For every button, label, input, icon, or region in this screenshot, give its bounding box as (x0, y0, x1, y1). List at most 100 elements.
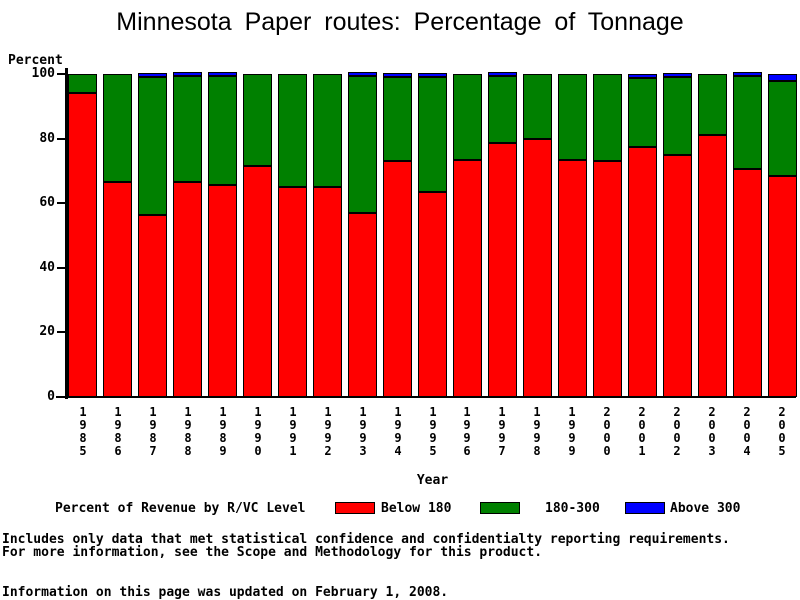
bar-segment-1997-below-180 (488, 143, 517, 397)
bar-segment-1993-above-300 (348, 72, 377, 76)
y-tick-mark (57, 331, 66, 333)
x-tick-label-1993: 1 9 9 3 (359, 405, 367, 458)
bar-segment-1987-above-300 (138, 73, 167, 77)
legend-swatch-180-300 (480, 502, 520, 514)
x-tick-label-2004: 2 0 0 4 (743, 405, 751, 458)
bar-segment-1992-180-300 (313, 74, 342, 187)
y-tick-label: 20 (39, 324, 55, 339)
bar-segment-2004-180-300 (733, 76, 762, 169)
bar-segment-1985-180-300 (68, 74, 97, 93)
bar-segment-1991-180-300 (278, 74, 307, 187)
x-tick-label-2005: 2 0 0 5 (778, 405, 786, 458)
legend-swatch-above-300 (625, 502, 665, 514)
y-tick-mark (57, 138, 66, 140)
bar-segment-2005-180-300 (768, 81, 797, 176)
x-tick-label-1990: 1 9 9 0 (254, 405, 262, 458)
bar-segment-1989-above-300 (208, 72, 237, 76)
chart-title: Minnesota Paper routes: Percentage of To… (116, 8, 684, 36)
bar-segment-2001-180-300 (628, 78, 657, 147)
y-axis-title: Percent (8, 53, 63, 68)
bar-segment-1997-180-300 (488, 76, 517, 143)
bar-segment-2005-above-300 (768, 74, 797, 81)
bar-segment-1990-180-300 (243, 74, 272, 166)
legend-title: Percent of Revenue by R/VC Level (55, 501, 306, 516)
y-tick-label: 60 (39, 195, 55, 210)
bar-segment-1991-below-180 (278, 187, 307, 397)
x-axis-title: Year (416, 473, 449, 488)
bar-segment-1995-below-180 (418, 192, 447, 397)
bar-segment-2004-above-300 (733, 72, 762, 76)
bar-segment-1985-below-180 (68, 93, 97, 397)
bar-segment-1993-180-300 (348, 76, 377, 213)
x-tick-label-1998: 1 9 9 8 (533, 405, 541, 458)
x-axis-line (56, 396, 796, 398)
x-tick-label-2000: 2 0 0 0 (603, 405, 611, 458)
x-tick-label-1994: 1 9 9 4 (394, 405, 402, 458)
legend-swatch-below-180 (335, 502, 375, 514)
bar-segment-1995-above-300 (418, 73, 447, 77)
bar-segment-1998-180-300 (523, 74, 552, 139)
legend-label-below-180: Below 180 (381, 501, 452, 516)
y-tick-label: 0 (47, 389, 55, 404)
x-tick-label-1995: 1 9 9 5 (429, 405, 437, 458)
bar-segment-1986-180-300 (103, 74, 132, 182)
bar-segment-1992-below-180 (313, 187, 342, 397)
y-tick-mark (57, 267, 66, 269)
bar-segment-2002-above-300 (663, 73, 692, 77)
bar-segment-1988-above-300 (173, 72, 202, 76)
bar-segment-1994-below-180 (383, 161, 412, 397)
x-tick-label-1999: 1 9 9 9 (568, 405, 576, 458)
legend-label-above-300: Above 300 (670, 501, 741, 516)
y-tick-label: 100 (31, 66, 55, 81)
bar-segment-2001-below-180 (628, 147, 657, 397)
bar-segment-2000-180-300 (593, 74, 622, 161)
x-tick-label-1986: 1 9 8 6 (114, 405, 122, 458)
bar-segment-1988-below-180 (173, 182, 202, 397)
bar-segment-1990-below-180 (243, 166, 272, 397)
bar-segment-1986-below-180 (103, 182, 132, 397)
bar-segment-2003-180-300 (698, 74, 727, 135)
x-tick-label-2001: 2 0 0 1 (638, 405, 646, 458)
bar-segment-1989-180-300 (208, 76, 237, 185)
bar-segment-1995-180-300 (418, 77, 447, 192)
bar-segment-1994-above-300 (383, 73, 412, 77)
y-tick-mark (57, 202, 66, 204)
x-tick-label-2003: 2 0 0 3 (708, 405, 716, 458)
bar-segment-1987-180-300 (138, 77, 167, 215)
bar-segment-1996-180-300 (453, 74, 482, 160)
x-tick-label-1985: 1 9 8 5 (79, 405, 87, 458)
bar-segment-2003-below-180 (698, 135, 727, 397)
y-tick-label: 40 (39, 260, 55, 275)
legend-label-180-300: 180-300 (545, 501, 600, 516)
x-tick-label-1991: 1 9 9 1 (289, 405, 297, 458)
bar-segment-1999-below-180 (558, 160, 587, 397)
bar-segment-2002-below-180 (663, 155, 692, 397)
footnote-line-1: Includes only data that met statistical … (2, 532, 730, 547)
x-tick-label-1997: 1 9 9 7 (498, 405, 506, 458)
bar-segment-2002-180-300 (663, 77, 692, 155)
bar-segment-1998-below-180 (523, 139, 552, 397)
bar-segment-1988-180-300 (173, 76, 202, 182)
bar-segment-1987-below-180 (138, 215, 167, 397)
x-tick-label-1992: 1 9 9 2 (324, 405, 332, 458)
bar-segment-2001-above-300 (628, 74, 657, 78)
y-axis-line (65, 68, 68, 399)
bar-segment-2004-below-180 (733, 169, 762, 397)
bar-segment-1997-above-300 (488, 72, 517, 76)
x-tick-label-2002: 2 0 0 2 (673, 405, 681, 458)
bar-segment-1989-below-180 (208, 185, 237, 397)
bar-segment-2005-below-180 (768, 176, 797, 397)
y-tick-mark (57, 73, 66, 75)
bar-segment-1999-180-300 (558, 74, 587, 160)
footnote-line-3: Information on this page was updated on … (2, 585, 449, 600)
x-tick-label-1996: 1 9 9 6 (463, 405, 471, 458)
y-tick-label: 80 (39, 131, 55, 146)
bar-segment-1994-180-300 (383, 77, 412, 161)
bar-segment-1993-below-180 (348, 213, 377, 397)
x-tick-label-1987: 1 9 8 7 (149, 405, 157, 458)
y-tick-mark (57, 396, 66, 398)
x-tick-label-1989: 1 9 8 9 (219, 405, 227, 458)
bar-segment-2000-below-180 (593, 161, 622, 397)
bar-segment-1996-below-180 (453, 160, 482, 397)
